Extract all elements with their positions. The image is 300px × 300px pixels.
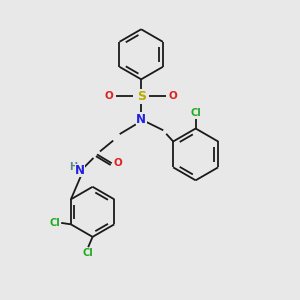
Text: O: O [169, 92, 177, 101]
Text: S: S [137, 90, 146, 103]
Text: N: N [75, 164, 85, 177]
Text: O: O [114, 158, 123, 168]
Text: Cl: Cl [49, 218, 60, 228]
Text: Cl: Cl [83, 248, 94, 258]
Text: N: N [136, 112, 146, 126]
Text: O: O [105, 92, 114, 101]
Text: H: H [69, 162, 77, 172]
Text: Cl: Cl [190, 108, 201, 118]
